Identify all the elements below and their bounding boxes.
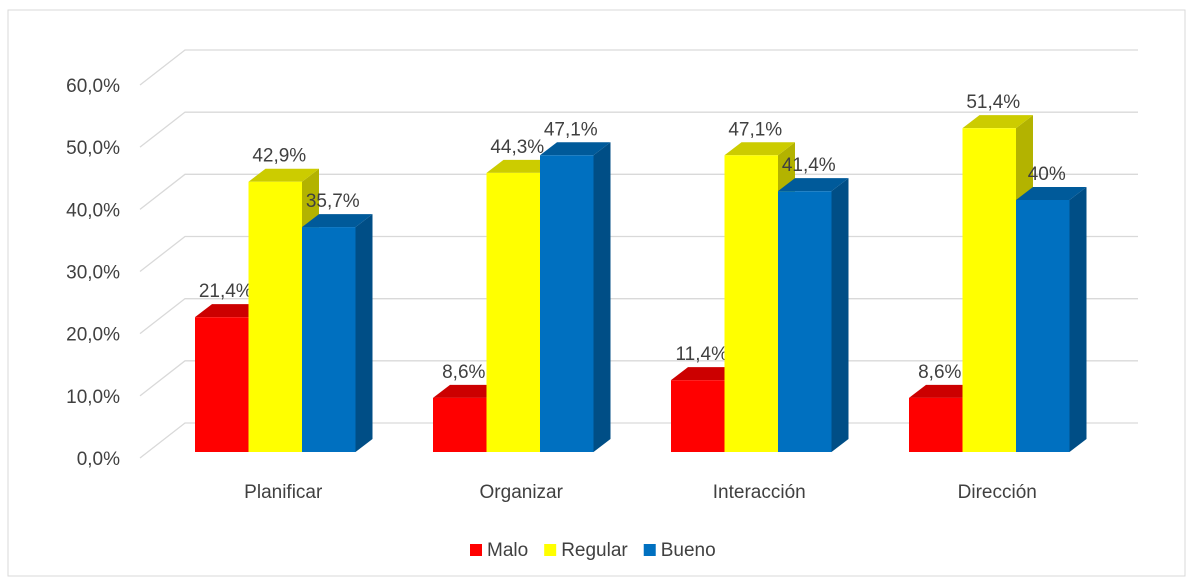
y-tick-label: 10,0% xyxy=(66,387,120,408)
x-tick-label: Dirección xyxy=(958,482,1037,503)
y-tick-label: 50,0% xyxy=(66,138,120,159)
bar-top xyxy=(302,214,373,228)
bar-front xyxy=(778,191,832,452)
legend-label: Bueno xyxy=(661,540,716,561)
bar xyxy=(540,142,611,452)
data-label: 51,4% xyxy=(966,92,1020,113)
bar-top xyxy=(486,159,557,173)
bar-front xyxy=(1016,200,1070,452)
bar-front xyxy=(540,155,594,452)
grid-line xyxy=(139,49,1138,86)
bar xyxy=(302,214,373,452)
y-tick-label: 60,0% xyxy=(66,76,120,97)
bar xyxy=(1016,187,1087,452)
bar-top xyxy=(433,384,504,398)
data-label: 47,1% xyxy=(544,119,598,140)
grid-line xyxy=(139,173,1138,210)
bar-top xyxy=(195,304,266,318)
legend-swatch xyxy=(643,544,656,556)
bar xyxy=(778,178,849,452)
bar-front xyxy=(962,128,1016,452)
data-label: 8,6% xyxy=(918,362,961,383)
bar-side xyxy=(593,142,611,452)
y-tick-label: 0,0% xyxy=(77,449,120,470)
data-label: 11,4% xyxy=(676,344,729,365)
data-label: 40% xyxy=(1028,164,1066,185)
x-tick-label: Interacción xyxy=(713,482,806,503)
bar-front xyxy=(302,227,356,452)
legend-swatch xyxy=(544,544,557,556)
bar-top xyxy=(248,168,319,182)
data-label: 42,9% xyxy=(252,146,306,167)
data-label: 21,4% xyxy=(199,281,253,302)
bar-side xyxy=(1069,187,1087,452)
x-tick-label: Organizar xyxy=(480,482,564,503)
bar-front xyxy=(909,397,963,452)
data-label: 35,7% xyxy=(306,191,360,212)
bar-front xyxy=(195,317,249,452)
bar-side xyxy=(831,178,849,452)
bar-front xyxy=(433,397,487,452)
y-tick-label: 40,0% xyxy=(66,200,120,221)
data-label: 41,4% xyxy=(782,155,836,176)
bar-top xyxy=(724,142,795,156)
bar-front xyxy=(724,155,778,452)
bar-top xyxy=(962,115,1033,129)
bar-top xyxy=(909,384,980,398)
data-label: 47,1% xyxy=(728,119,782,140)
data-label: 8,6% xyxy=(442,362,485,383)
bar-front xyxy=(486,172,540,452)
bar-top xyxy=(778,178,849,192)
bar-top xyxy=(540,142,611,156)
grid-line xyxy=(139,111,1138,148)
legend-swatch xyxy=(470,544,482,556)
bar-top xyxy=(1016,187,1087,200)
bar-front xyxy=(248,181,302,453)
y-tick-label: 20,0% xyxy=(66,325,120,346)
legend-label: Regular xyxy=(561,540,628,561)
legend-label: Malo xyxy=(487,540,528,561)
data-label: 44,3% xyxy=(490,137,544,158)
x-tick-label: Planificar xyxy=(244,482,323,503)
y-tick-label: 30,0% xyxy=(66,263,120,284)
bar-side xyxy=(355,214,373,452)
bar-top xyxy=(671,367,742,381)
bar-front xyxy=(671,380,725,452)
